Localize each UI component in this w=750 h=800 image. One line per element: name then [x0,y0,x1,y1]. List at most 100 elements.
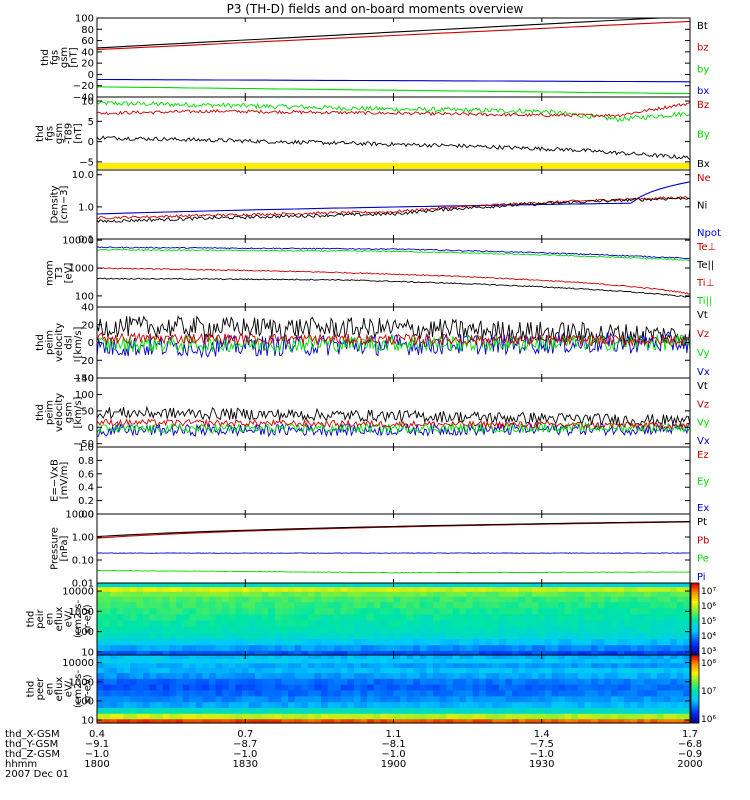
heatmap-cell [103,719,111,724]
heatmap-cell [485,696,493,703]
heatmap-cell [571,663,579,669]
colorbar-segment [691,673,699,676]
heatmap-cell [452,663,460,669]
heatmap-cell [176,658,184,664]
heatmap-cell [426,591,434,598]
heatmap-cell [479,678,487,686]
heatmap-cell [143,633,151,640]
heatmap-cell [235,587,243,593]
heatmap-cell [143,719,151,724]
heatmap-cell [222,626,230,634]
heatmap-cell [314,658,322,664]
heatmap-cell [360,596,368,603]
heatmap-cell [202,678,210,686]
heatmap-cell [545,639,553,646]
heatmap-cell [202,651,210,656]
heatmap-cell [301,708,309,715]
legend-Vx: Vx [697,436,710,447]
y-tick-label: 10 [81,716,94,727]
heatmap-cell [149,626,157,634]
heatmap-cell [353,684,362,691]
heatmap-cell [492,583,500,588]
heatmap-cell [129,645,138,652]
heatmap-cell [498,708,507,715]
heatmap-cell [288,708,296,715]
heatmap-cell [472,684,480,691]
heatmap-cell [637,708,645,715]
colorbar-segment [691,712,699,715]
heatmap-cell [512,626,520,634]
colorbar-label: 10⁸ [701,659,716,669]
heatmap-cell [465,596,474,603]
heatmap-cell [393,702,401,709]
heatmap-cell [406,626,414,634]
colorbar-segment [691,690,699,693]
heatmap-cell [347,690,355,697]
heatmap-cell [492,596,500,603]
heatmap-cell [347,608,355,615]
y-tick-label: 10.0 [72,170,94,181]
heatmap-cell [459,702,467,709]
heatmap-cell [281,614,289,622]
heatmap-cell [215,708,223,715]
heatmap-cell [433,655,441,660]
y-tick-label: 1.0 [78,202,94,213]
heatmap-cell [340,626,348,634]
heatmap-cell [301,639,309,646]
heatmap-cell [498,587,507,593]
heatmap-cell [255,696,263,703]
heatmap-cell [446,708,454,715]
heatmap-cell [643,663,652,669]
heatmap-cell [321,587,329,593]
heatmap-cell [610,596,619,603]
heatmap-cell [235,645,243,652]
heatmap-cell [281,713,289,720]
heatmap-cell [380,639,388,646]
heatmap-cell [367,639,375,646]
heatmap-cell [577,708,586,715]
heatmap-cell [235,602,243,609]
heatmap-cell [538,684,546,691]
heatmap-cell [274,645,283,652]
heatmap-cell [288,633,296,640]
heatmap-cell [373,673,381,680]
heatmap-cell [393,591,401,598]
heatmap-cell [525,708,533,715]
colorbar-label: 10⁷ [701,687,716,697]
colorbar-segment [691,629,699,633]
heatmap-cell [301,645,309,652]
heatmap-cell [492,626,500,634]
heatmap-cell [545,633,553,640]
heatmap-cell [307,658,316,664]
heatmap-cell [637,583,645,588]
heatmap-cell [156,602,164,609]
heatmap-cell [459,690,467,697]
colorbar-label: 10⁵ [701,617,716,627]
heatmap-cell [360,678,368,686]
colorbar-segment [691,677,699,680]
y-axis-label-line: eflux [54,677,65,702]
heatmap-cell [136,620,144,628]
y-tick-label: 10000 [62,236,94,247]
heatmap-cell [301,678,309,686]
heatmap-cell [393,673,401,680]
heatmap-cell [538,626,546,634]
heatmap-cell [261,620,269,628]
heatmap-cell [419,596,428,603]
heatmap-cell [663,702,671,709]
heatmap-cell [373,583,381,588]
heatmap-cell [222,655,230,660]
heatmap-cell [558,596,566,603]
colorbar-segment [691,626,699,629]
heatmap-cell [281,696,289,703]
heatmap-cell [386,684,395,691]
heatmap-cell [222,658,230,664]
heatmap-cell [176,602,184,609]
series-Bz [96,101,691,118]
heatmap-cell [353,645,362,652]
heatmap-cell [584,651,592,656]
heatmap-cell [314,651,322,656]
heatmap-cell [169,626,177,634]
heatmap-cell [472,596,480,603]
heatmap-cell [261,596,269,603]
